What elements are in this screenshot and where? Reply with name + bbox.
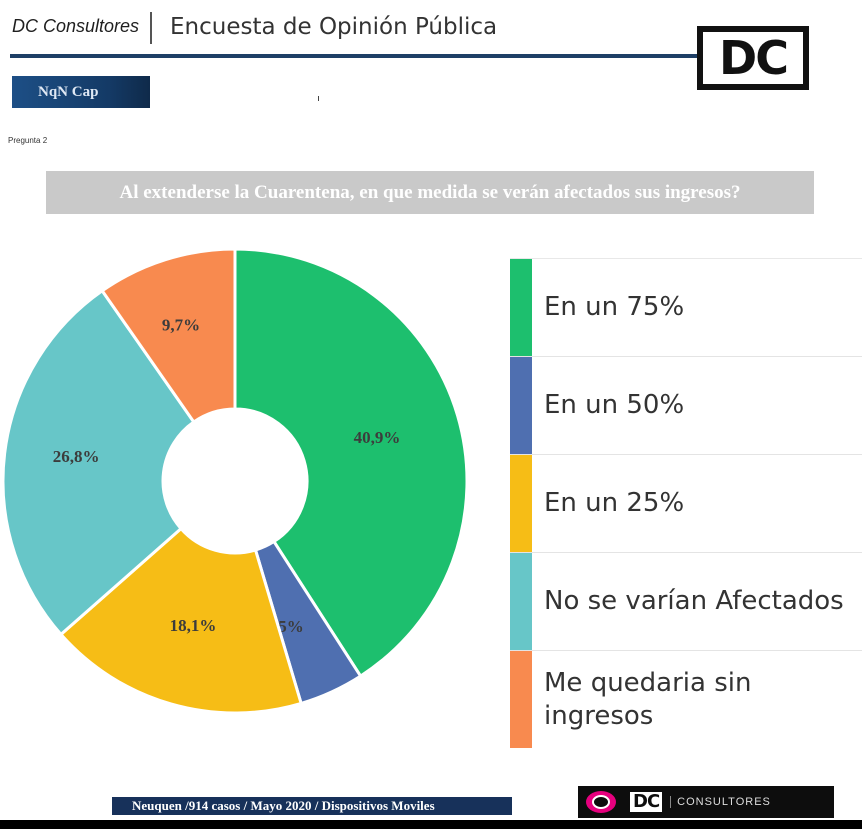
footer-info-bar: Neuquen /914 casos / Mayo 2020 / Disposi… — [112, 797, 512, 815]
brand-name: DC Consultores — [12, 16, 140, 36]
header-rule — [10, 54, 700, 58]
legend-item-3: En un 25% — [510, 454, 862, 552]
legend-swatch-4 — [510, 553, 532, 650]
region-tag: NqN Cap — [12, 76, 150, 108]
dc-logo: DC — [697, 26, 809, 90]
legend-label-4: No se varían Afectados — [544, 586, 844, 617]
donut-slice-4 — [1, 288, 196, 637]
legend-item-2: En un 50% — [510, 356, 862, 454]
legend-swatch-5 — [510, 651, 532, 748]
legend-label-2: En un 50% — [544, 390, 685, 421]
donut-chart: 40,9%4,5%18,1%26,8%9,7% — [1, 247, 469, 715]
legend-label-1: En un 75% — [544, 292, 685, 323]
slice-label-3: 18,1% — [170, 616, 217, 635]
legend-label-3: En un 25% — [544, 488, 685, 519]
legend-item-5: Me quedaria sin ingresos — [510, 650, 862, 748]
legend-item-1: En un 75% — [510, 258, 862, 356]
footer-logo-icon — [586, 791, 616, 813]
footer-logo: DC CONSULTORES — [578, 786, 834, 818]
legend-label-5: Me quedaria sin ingresos — [544, 668, 752, 731]
question-number: Pregunta 2 — [8, 136, 48, 145]
legend-swatch-2 — [510, 357, 532, 454]
legend-item-4: No se varían Afectados — [510, 552, 862, 650]
legend-swatch-3 — [510, 455, 532, 552]
legend: En un 75% En un 50% En un 25% No se varían … — [510, 258, 862, 748]
dc-logo-text: DC — [703, 32, 803, 84]
footer-logo-consultores: CONSULTORES — [670, 796, 771, 808]
slice-label-5: 9,7% — [162, 315, 200, 334]
question-banner: Al extenderse la Cuarentena, en que medi… — [46, 171, 814, 214]
bottom-strip — [0, 820, 862, 829]
slice-label-4: 26,8% — [53, 447, 100, 466]
donut-slice-3 — [58, 526, 303, 715]
donut-slice-5 — [100, 247, 237, 425]
legend-swatch-1 — [510, 259, 532, 356]
survey-title: Encuesta de Opinión Pública — [170, 14, 498, 40]
slice-label-1: 40,9% — [354, 428, 401, 447]
brand-separator — [150, 12, 152, 44]
footer-logo-dc: DC — [630, 792, 663, 812]
tick-mark — [318, 96, 319, 101]
